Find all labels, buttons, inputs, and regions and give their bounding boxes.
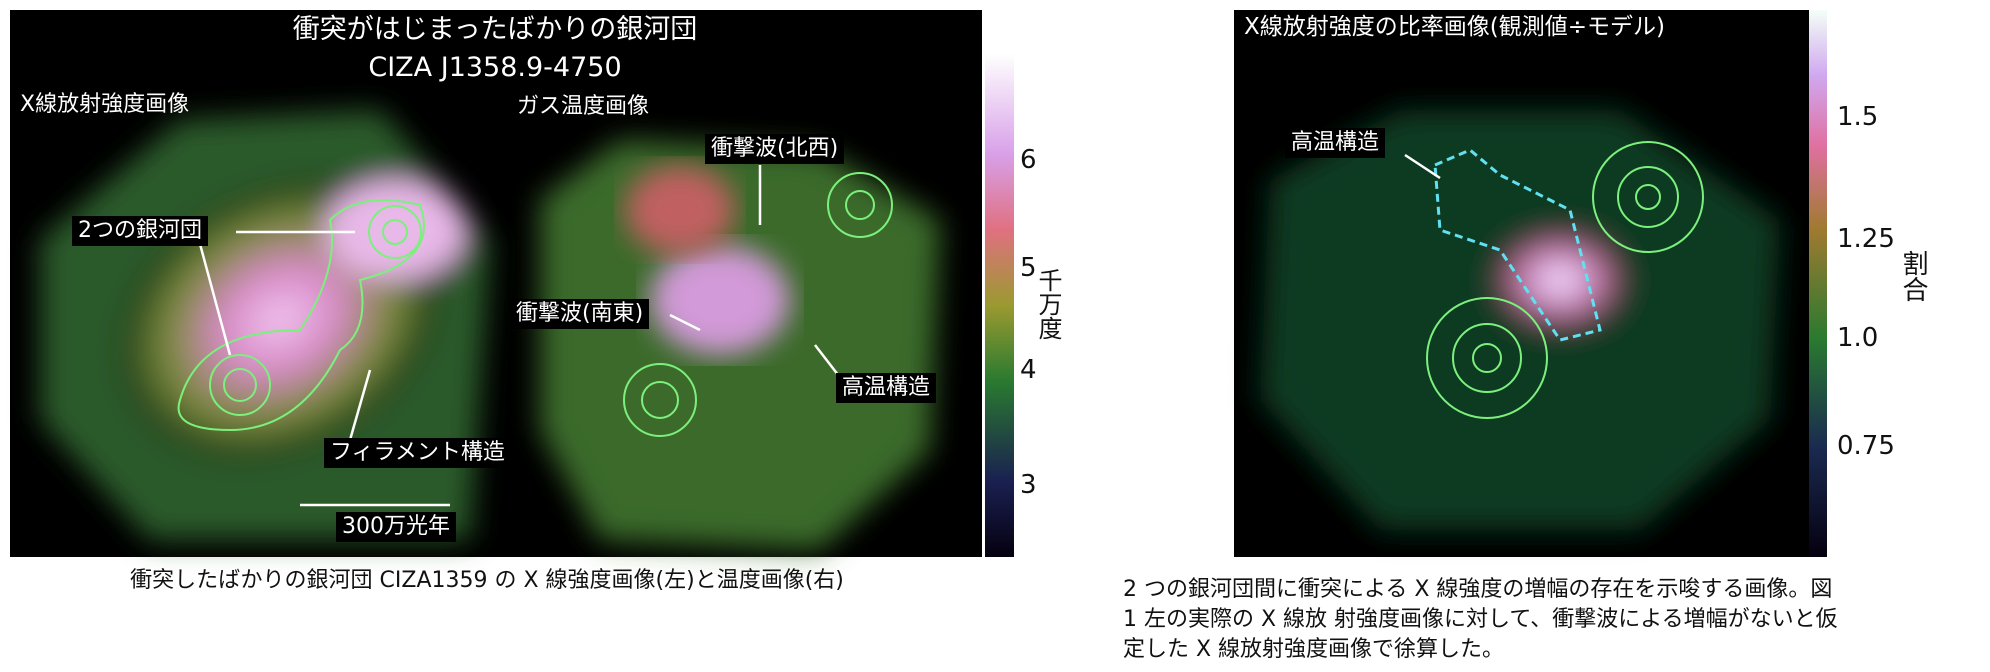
caption: 定した X 線放射強度画像で徐算した。 bbox=[1123, 637, 1505, 662]
annotation: 高温構造 bbox=[1285, 128, 1386, 158]
panel-label: X線放射強度画像 bbox=[20, 92, 190, 117]
colorbar-right bbox=[1809, 10, 1827, 557]
colorbar-tick-label: 1.25 bbox=[1837, 224, 1895, 254]
panel-label: ガス温度画像 bbox=[517, 94, 650, 119]
ratio-contours bbox=[1426, 141, 1704, 419]
colorbar-tick-label: 0.75 bbox=[1837, 431, 1895, 461]
colorbar-tick-label: 1.5 bbox=[1837, 102, 1879, 132]
contours bbox=[177, 172, 893, 437]
colorbar-tick-label: 1.0 bbox=[1837, 323, 1879, 353]
colorbar-tick-label: 5 bbox=[1020, 253, 1037, 283]
temperature-image bbox=[540, 140, 940, 550]
title: X線放射強度の比率画像(観測値÷モデル) bbox=[1244, 14, 1665, 40]
title: 衝突がはじまったばかりの銀河団 bbox=[292, 14, 698, 45]
caption: 衝突したばかりの銀河団 CIZA1359 の X 線強度画像(左)と温度画像(右… bbox=[130, 568, 844, 593]
caption: 1 左の実際の X 線放 射強度画像に対して、衝撃波による増幅がないと仮 bbox=[1123, 607, 1838, 632]
colorbar-label: 割合 bbox=[1898, 250, 1928, 302]
colorbar-tick-label: 4 bbox=[1020, 355, 1037, 385]
ratio-image bbox=[1260, 110, 1780, 530]
annotation: 衝撃波(北西) bbox=[705, 134, 845, 164]
caption: 2 つの銀河団間に衝突による X 線強度の増幅の存在を示唆する画像。図 bbox=[1123, 577, 1833, 602]
annotation: フィラメント構造 bbox=[324, 438, 511, 468]
annotation: 高温構造 bbox=[836, 373, 937, 403]
annotation: 2つの銀河団 bbox=[72, 216, 208, 246]
annotation: 300万光年 bbox=[336, 512, 456, 542]
hot-structure-outline bbox=[1433, 148, 1602, 342]
subtitle: CIZA J1358.9-4750 bbox=[368, 52, 622, 83]
colorbar-label: 千万度 bbox=[1034, 268, 1062, 340]
colorbar-tick-label: 6 bbox=[1020, 145, 1037, 175]
colorbar-left bbox=[985, 54, 1014, 557]
colorbar-tick-label: 3 bbox=[1020, 470, 1037, 500]
annotation: 衝撃波(南東) bbox=[510, 299, 650, 329]
